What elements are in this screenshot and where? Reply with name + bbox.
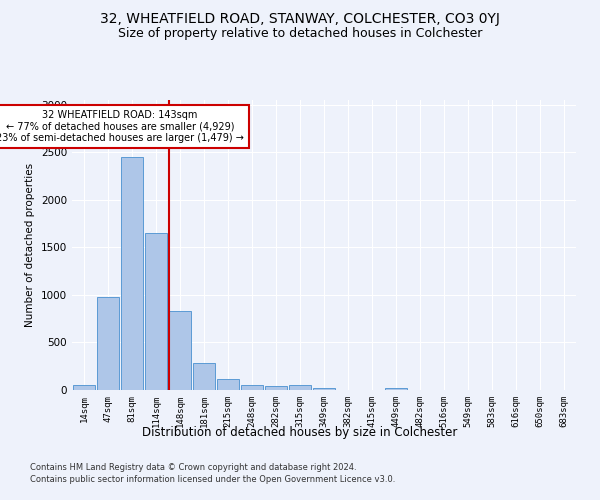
Bar bbox=[193, 364, 215, 390]
Text: 32 WHEATFIELD ROAD: 143sqm
← 77% of detached houses are smaller (4,929)
23% of s: 32 WHEATFIELD ROAD: 143sqm ← 77% of deta… bbox=[0, 110, 244, 142]
Text: Contains public sector information licensed under the Open Government Licence v3: Contains public sector information licen… bbox=[30, 475, 395, 484]
Bar bbox=[265, 386, 287, 390]
Y-axis label: Number of detached properties: Number of detached properties bbox=[25, 163, 35, 327]
Bar bbox=[145, 233, 167, 390]
Bar bbox=[313, 388, 335, 390]
Bar bbox=[73, 385, 95, 390]
Bar bbox=[121, 157, 143, 390]
Bar bbox=[97, 297, 119, 390]
Bar bbox=[289, 385, 311, 390]
Text: Contains HM Land Registry data © Crown copyright and database right 2024.: Contains HM Land Registry data © Crown c… bbox=[30, 464, 356, 472]
Bar bbox=[169, 311, 191, 390]
Text: Distribution of detached houses by size in Colchester: Distribution of detached houses by size … bbox=[142, 426, 458, 439]
Bar bbox=[241, 385, 263, 390]
Bar bbox=[385, 388, 407, 390]
Bar bbox=[217, 378, 239, 390]
Text: Size of property relative to detached houses in Colchester: Size of property relative to detached ho… bbox=[118, 28, 482, 40]
Text: 32, WHEATFIELD ROAD, STANWAY, COLCHESTER, CO3 0YJ: 32, WHEATFIELD ROAD, STANWAY, COLCHESTER… bbox=[100, 12, 500, 26]
